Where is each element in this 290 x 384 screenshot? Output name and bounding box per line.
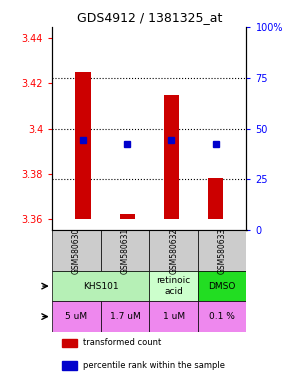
Text: agent: agent	[0, 383, 1, 384]
Bar	[75, 72, 91, 219]
Bar	[62, 361, 77, 370]
Text: DMSO: DMSO	[209, 281, 236, 291]
FancyBboxPatch shape	[198, 230, 246, 271]
Text: 1.7 uM: 1.7 uM	[110, 312, 140, 321]
Bar	[164, 94, 179, 219]
Text: KHS101: KHS101	[83, 281, 119, 291]
FancyBboxPatch shape	[198, 301, 246, 332]
Text: GSM580632: GSM580632	[169, 227, 178, 274]
Text: dose: dose	[0, 383, 1, 384]
FancyBboxPatch shape	[149, 301, 198, 332]
FancyBboxPatch shape	[101, 230, 149, 271]
FancyBboxPatch shape	[149, 230, 198, 271]
Text: GSM580631: GSM580631	[121, 227, 130, 274]
Text: GSM580630: GSM580630	[72, 227, 81, 274]
Text: transformed count: transformed count	[83, 338, 162, 348]
FancyBboxPatch shape	[52, 301, 101, 332]
Text: 0.1 %: 0.1 %	[209, 312, 235, 321]
FancyBboxPatch shape	[52, 230, 101, 271]
Text: retinoic
acid: retinoic acid	[157, 276, 191, 296]
Text: percentile rank within the sample: percentile rank within the sample	[83, 361, 225, 370]
Bar	[119, 214, 135, 219]
FancyBboxPatch shape	[198, 271, 246, 301]
Bar	[62, 339, 77, 348]
Title: GDS4912 / 1381325_at: GDS4912 / 1381325_at	[77, 11, 222, 24]
Text: 5 uM: 5 uM	[66, 312, 88, 321]
FancyBboxPatch shape	[52, 271, 149, 301]
Text: GSM580633: GSM580633	[218, 227, 227, 274]
FancyBboxPatch shape	[149, 271, 198, 301]
Bar	[208, 178, 223, 219]
FancyBboxPatch shape	[101, 301, 149, 332]
Text: 1 uM: 1 uM	[163, 312, 185, 321]
